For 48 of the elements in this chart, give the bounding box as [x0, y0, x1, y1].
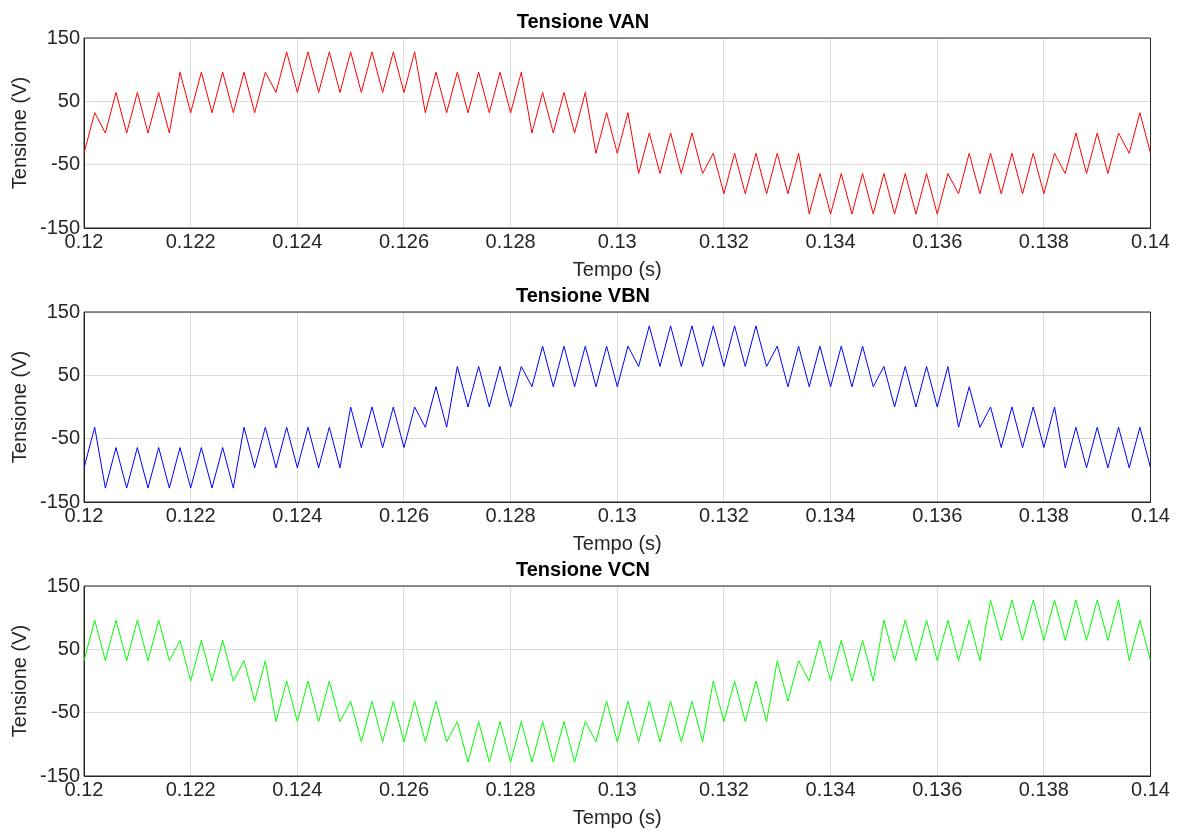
- y-tick-label: 50: [57, 636, 81, 659]
- x-tick-label: 0.126: [378, 503, 430, 526]
- y-tick-label: 50: [57, 88, 81, 111]
- x-tick-label: 0.136: [912, 229, 963, 252]
- y-tick-label: 150: [46, 299, 81, 322]
- x-tick-label: 0.136: [912, 777, 963, 800]
- x-axis-title: Tempo (s): [572, 257, 662, 280]
- x-tick-label: 0.138: [1018, 777, 1069, 800]
- chart-title: Tensione VAN: [516, 9, 650, 32]
- x-tick-label: 0.14: [1131, 229, 1171, 252]
- x-tick-label: 0.134: [805, 229, 856, 252]
- x-tick-label: 0.134: [805, 777, 856, 800]
- chart-title: Tensione VBN: [515, 283, 651, 306]
- x-tick-label: 0.122: [165, 777, 216, 800]
- x-tick-label: 0.13: [597, 777, 637, 800]
- x-tick-label: 0.122: [165, 229, 216, 252]
- x-tick-label: 0.124: [272, 503, 323, 526]
- x-tick-label: 0.132: [698, 503, 749, 526]
- x-tick-label: 0.126: [378, 777, 430, 800]
- x-tick-label: 0.13: [597, 503, 637, 526]
- y-tick-label: 50: [57, 362, 81, 385]
- x-tick-label: 0.138: [1018, 229, 1069, 252]
- x-tick-label: 0.14: [1131, 777, 1171, 800]
- x-tick-label: 0.132: [698, 229, 749, 252]
- x-tick-label: 0.124: [272, 229, 323, 252]
- x-tick-label: 0.128: [485, 777, 536, 800]
- x-axis-title: Tempo (s): [572, 805, 662, 828]
- x-tick-label: 0.136: [912, 503, 963, 526]
- y-axis-title: Tensione (V): [7, 76, 30, 190]
- x-tick-label: 0.132: [698, 777, 749, 800]
- x-tick-label: 0.124: [272, 777, 323, 800]
- x-tick-label: 0.128: [485, 503, 536, 526]
- y-tick-label: 150: [46, 25, 81, 48]
- y-tick-label: -50: [51, 700, 81, 723]
- y-tick-label: 150: [46, 573, 81, 596]
- x-tick-label: 0.122: [165, 503, 216, 526]
- x-tick-label: 0.138: [1018, 503, 1069, 526]
- x-axis-title: Tempo (s): [572, 531, 662, 554]
- y-tick-label: -50: [51, 152, 81, 175]
- x-tick-label: 0.14: [1131, 503, 1171, 526]
- y-axis-title: Tensione (V): [7, 624, 30, 738]
- x-tick-label: 0.128: [485, 229, 536, 252]
- x-tick-label: 0.13: [597, 229, 637, 252]
- x-tick-label: 0.134: [805, 503, 856, 526]
- y-tick-label: -50: [51, 426, 81, 449]
- y-axis-title: Tensione (V): [7, 350, 30, 464]
- chart-title: Tensione VCN: [515, 557, 651, 580]
- x-tick-label: 0.126: [378, 229, 430, 252]
